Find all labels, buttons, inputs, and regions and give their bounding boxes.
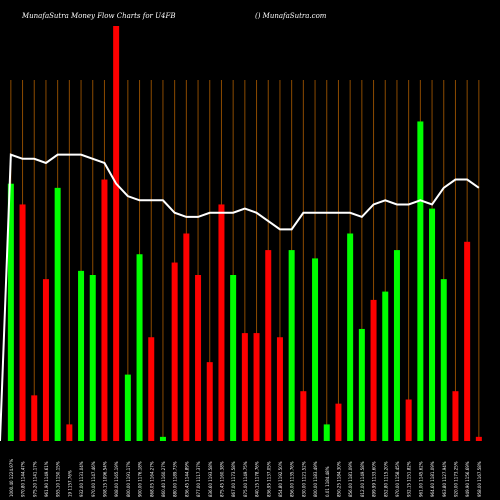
x-tick-label: 860.40 1160.27% bbox=[161, 461, 166, 497]
x-tick-label: 800.00 1191.17% bbox=[126, 461, 131, 497]
volume-bar bbox=[7, 183, 14, 441]
x-tick-label: 868.05 1164.27% bbox=[149, 461, 154, 497]
x-tick-label: 899.99 1133.60% bbox=[372, 461, 377, 497]
volume-bar bbox=[323, 424, 330, 441]
x-tick-label: 949.90 1156.69% bbox=[465, 461, 470, 497]
x-tick-label: 900.00 1176.18% bbox=[138, 461, 143, 497]
volume-bar bbox=[159, 436, 166, 441]
x-tick-label: 856.00 1135.76% bbox=[290, 461, 295, 497]
x-tick-label: 961.00 1145.62% bbox=[418, 461, 423, 497]
x-tick-label: 875.45 1160.38% bbox=[219, 461, 224, 497]
volume-bar bbox=[475, 436, 482, 441]
x-tick-label: 840.15 1178.76% bbox=[255, 461, 260, 497]
volume-bar bbox=[452, 391, 459, 441]
x-tick-label: 880.00 1189.73% bbox=[173, 461, 178, 497]
x-tick-label: 970.00 1147.46% bbox=[91, 461, 96, 497]
volume-bar bbox=[300, 391, 307, 441]
x-tick-label: 800.00 1183.49% bbox=[313, 461, 318, 497]
x-tick-label: 812.00 1149.58% bbox=[360, 461, 365, 497]
volume-bar bbox=[429, 208, 436, 441]
volume-bar bbox=[440, 279, 447, 441]
x-tick-label: 877.00 1117.37% bbox=[196, 461, 201, 497]
volume-bar bbox=[335, 403, 342, 441]
volume-bar bbox=[54, 187, 61, 441]
volume-bar bbox=[89, 275, 96, 441]
x-tick-label: 970.00 1158.45% bbox=[395, 461, 400, 497]
x-tick-label: 852.80 1115.20% bbox=[383, 461, 388, 497]
x-tick-label: 932.00 1131.04% bbox=[79, 461, 84, 497]
x-tick-label: 920.00 1173.25% bbox=[453, 461, 458, 497]
x-tick-label: 850.25 1184.30% bbox=[336, 461, 341, 497]
volume-bar bbox=[19, 204, 26, 441]
volume-bar bbox=[78, 270, 85, 441]
volume-bar bbox=[464, 241, 471, 441]
x-tick-label: 875.00 1149.75% bbox=[243, 461, 248, 497]
x-tick-label: 961.90 1149.61% bbox=[44, 461, 49, 497]
x-tick-label: 963.80 1127.94% bbox=[442, 461, 447, 497]
volume-bar bbox=[124, 374, 131, 441]
x-tick-label: 854.80 1192.50% bbox=[278, 461, 283, 497]
x-tick-label: 955.10 1150.15% bbox=[56, 461, 61, 497]
volume-bar bbox=[288, 250, 295, 441]
volume-bar bbox=[265, 250, 272, 441]
chart-title: MunafaSutra Money Flow Charts for U4FB bbox=[22, 12, 176, 20]
volume-bar bbox=[417, 121, 424, 441]
volume-bar bbox=[370, 299, 377, 441]
x-tick-label: 867.00 1173.58% bbox=[231, 461, 236, 497]
volume-bar bbox=[42, 279, 49, 441]
x-tick-label: 19 1157.76% bbox=[67, 470, 72, 497]
x-tick-label: 836.45 1144.89% bbox=[184, 461, 189, 497]
x-tick-label: 856.00 1181.09% bbox=[348, 461, 353, 497]
volume-bar bbox=[171, 262, 178, 441]
x-tick-label: 975.20 1141.17% bbox=[32, 461, 37, 497]
x-tick-label: 908.00 1165.19% bbox=[114, 461, 119, 497]
x-tick-label: 0.01 1184.48% bbox=[325, 466, 330, 497]
volume-bar bbox=[230, 275, 237, 441]
volume-bar bbox=[405, 399, 412, 441]
x-axis-labels: 1000.40 1224.97% 970.80 1144.47% 975.20 11… bbox=[9, 459, 482, 497]
x-tick-label: 836.60 1193.58% bbox=[208, 461, 213, 497]
x-tick-label: 964.60 1181.09% bbox=[430, 461, 435, 497]
site-credit: () MunafaSutra.com bbox=[255, 12, 327, 20]
price-line-path bbox=[0, 153, 480, 442]
volume-bar bbox=[113, 26, 120, 441]
volume-bar bbox=[218, 204, 225, 441]
volume-bar bbox=[347, 233, 354, 441]
volume-bar bbox=[183, 233, 190, 441]
x-tick-label: 1000.40 1224.97% bbox=[9, 459, 14, 497]
volume-bar bbox=[276, 337, 283, 441]
volume-bar bbox=[358, 328, 365, 441]
volume-bar bbox=[241, 333, 248, 441]
x-tick-label: 830.00 1121.52% bbox=[301, 461, 306, 497]
x-tick-label: 970.80 1144.47% bbox=[21, 461, 26, 497]
x-tick-label: 958.00 1167.58% bbox=[477, 461, 482, 497]
volume-bar bbox=[206, 362, 213, 441]
volume-bar bbox=[382, 291, 389, 441]
volume-bar bbox=[393, 250, 400, 441]
volume-bar bbox=[101, 179, 108, 442]
volume-bar bbox=[195, 275, 202, 441]
volume-bar bbox=[312, 258, 319, 441]
x-tick-label: 932.15 1151.82% bbox=[407, 461, 412, 497]
price-line bbox=[0, 153, 480, 442]
volume-bars bbox=[7, 26, 482, 442]
volume-bar bbox=[31, 395, 38, 441]
volume-bar bbox=[253, 333, 260, 441]
x-tick-label: 908.15 1096.54% bbox=[102, 461, 107, 497]
volume-bar bbox=[148, 337, 155, 441]
x-tick-label: 836.95 1137.05% bbox=[266, 461, 271, 497]
volume-bar bbox=[66, 424, 73, 441]
volume-bar bbox=[136, 254, 143, 441]
